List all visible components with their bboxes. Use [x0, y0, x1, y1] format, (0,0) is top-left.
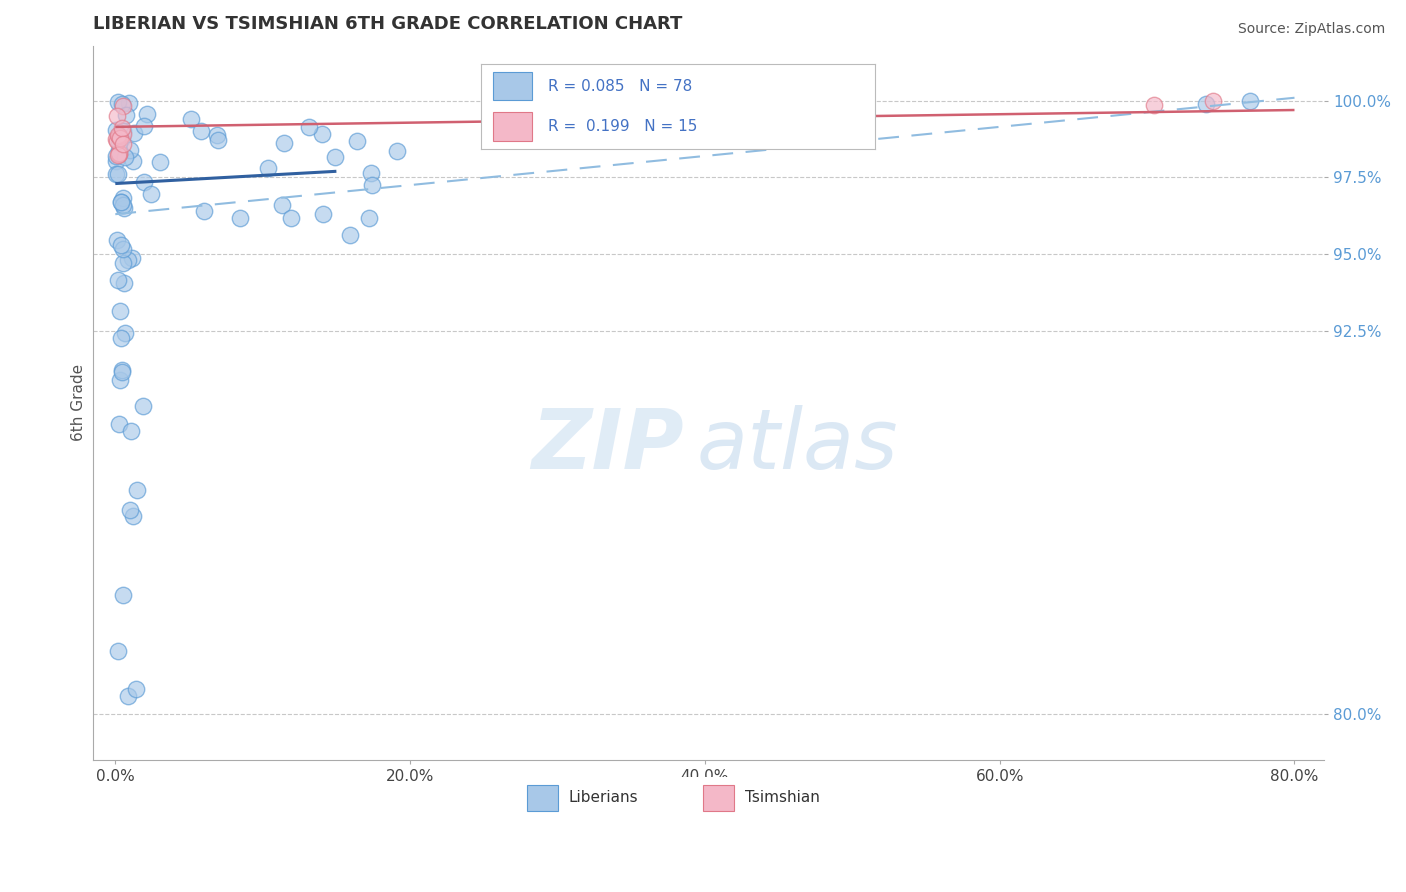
- Point: [190, 124, 212, 138]
- Point: [111, 198, 134, 212]
- Point: [111, 121, 134, 136]
- Point: [125, 682, 148, 697]
- Point: [110, 130, 132, 145]
- Point: [122, 154, 145, 169]
- Point: [111, 256, 134, 270]
- Point: [107, 128, 129, 143]
- Point: [118, 95, 141, 110]
- Point: [112, 277, 135, 291]
- Point: [117, 690, 139, 704]
- Point: [387, 144, 409, 158]
- Point: [108, 143, 131, 157]
- Point: [120, 502, 142, 516]
- Point: [108, 136, 131, 150]
- Point: [346, 134, 368, 148]
- Point: [125, 483, 148, 497]
- Point: [135, 107, 157, 121]
- Point: [108, 145, 131, 160]
- Point: [110, 195, 132, 210]
- Point: [111, 96, 134, 111]
- Point: [360, 166, 382, 180]
- Point: [112, 242, 135, 256]
- Point: [120, 144, 142, 158]
- Point: [114, 326, 136, 340]
- Text: ZIP: ZIP: [531, 405, 683, 486]
- Point: [105, 234, 128, 248]
- Point: [339, 227, 361, 242]
- Point: [229, 211, 252, 225]
- Point: [117, 253, 139, 268]
- Point: [105, 109, 128, 123]
- Point: [111, 363, 134, 377]
- Point: [112, 124, 135, 138]
- Point: [124, 126, 146, 140]
- Point: [107, 95, 129, 109]
- Point: [357, 211, 380, 225]
- Point: [115, 108, 138, 122]
- Point: [105, 123, 128, 137]
- Point: [120, 424, 142, 438]
- Point: [1143, 98, 1166, 112]
- Point: [104, 149, 127, 163]
- Point: [111, 588, 134, 602]
- Point: [107, 167, 129, 181]
- Point: [111, 99, 134, 113]
- Point: [180, 112, 202, 127]
- Point: [107, 147, 129, 161]
- Point: [311, 127, 333, 141]
- Point: [280, 211, 302, 225]
- Text: LIBERIAN VS TSIMSHIAN 6TH GRADE CORRELATION CHART: LIBERIAN VS TSIMSHIAN 6TH GRADE CORRELAT…: [93, 15, 682, 33]
- Point: [112, 201, 135, 215]
- Point: [110, 365, 132, 379]
- Point: [104, 131, 127, 145]
- Point: [207, 128, 229, 142]
- Y-axis label: 6th Grade: 6th Grade: [72, 364, 86, 442]
- Point: [193, 204, 215, 219]
- Point: [111, 136, 134, 151]
- Point: [107, 643, 129, 657]
- Point: [298, 120, 321, 135]
- Point: [110, 331, 132, 345]
- Point: [105, 134, 128, 148]
- Point: [110, 238, 132, 252]
- Point: [132, 175, 155, 189]
- Point: [112, 191, 135, 205]
- Point: [107, 128, 129, 142]
- Point: [1239, 94, 1261, 108]
- Point: [110, 195, 132, 210]
- Point: [139, 186, 162, 201]
- Point: [1195, 96, 1218, 111]
- Point: [108, 417, 131, 431]
- Point: [312, 207, 335, 221]
- Point: [361, 178, 384, 192]
- Point: [1202, 94, 1225, 108]
- Point: [121, 509, 143, 524]
- Point: [111, 131, 134, 145]
- Point: [105, 167, 128, 181]
- Point: [271, 198, 294, 212]
- Point: [105, 154, 128, 169]
- Point: [132, 399, 155, 413]
- Point: [273, 136, 295, 150]
- Point: [108, 373, 131, 387]
- Point: [132, 120, 155, 134]
- Point: [323, 150, 346, 164]
- Text: Source: ZipAtlas.com: Source: ZipAtlas.com: [1237, 22, 1385, 37]
- Point: [112, 128, 135, 142]
- Point: [107, 273, 129, 287]
- Point: [149, 155, 172, 169]
- Point: [257, 161, 280, 176]
- Text: atlas: atlas: [696, 405, 898, 486]
- Point: [121, 251, 143, 265]
- Point: [114, 150, 136, 164]
- Point: [207, 133, 229, 147]
- Point: [107, 148, 129, 162]
- Point: [110, 303, 132, 318]
